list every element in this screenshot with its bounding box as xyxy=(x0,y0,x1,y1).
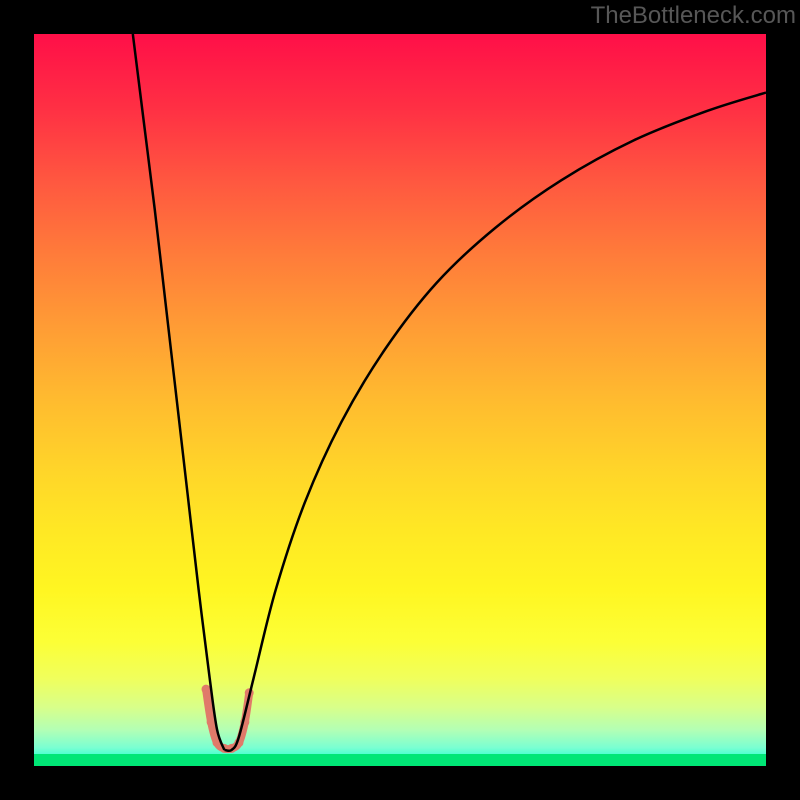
watermark-text: TheBottleneck.com xyxy=(591,2,796,30)
chart-frame xyxy=(0,0,800,800)
chart-container: TheBottleneck.com xyxy=(0,0,800,800)
